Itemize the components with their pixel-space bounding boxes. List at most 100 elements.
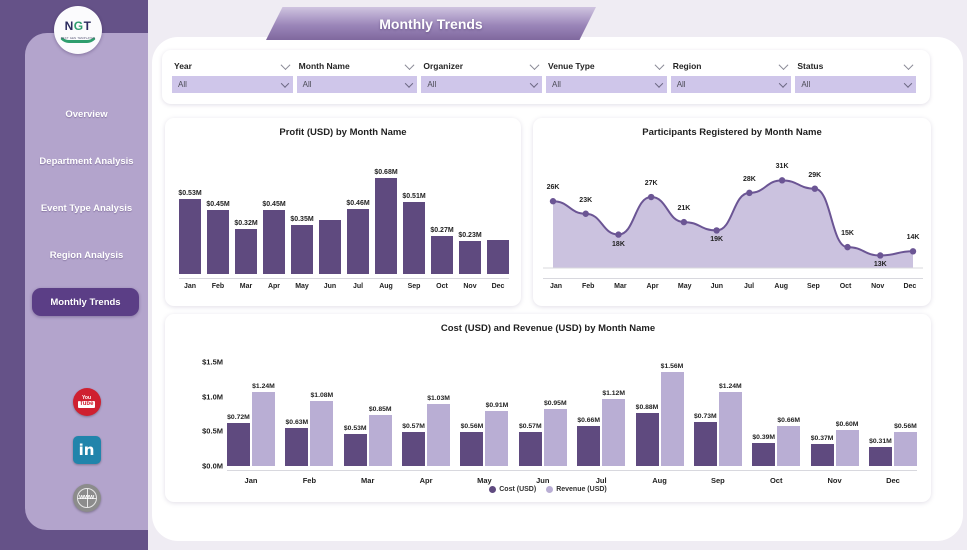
slicer-dropdown[interactable]: All: [172, 76, 293, 93]
bar-column[interactable]: $0.45M: [262, 154, 286, 274]
bar[interactable]: [227, 423, 250, 466]
bar[interactable]: [602, 399, 626, 466]
data-point[interactable]: [909, 248, 917, 255]
bar[interactable]: [810, 444, 834, 466]
bar-column[interactable]: $0.31M: [868, 348, 892, 466]
bar-column[interactable]: $0.73M: [693, 348, 717, 466]
bar-column[interactable]: $0.57M: [402, 348, 426, 466]
bar-group[interactable]: $0.37M $0.60M: [810, 348, 859, 466]
bar[interactable]: [252, 392, 275, 466]
bar-column[interactable]: $1.12M: [602, 348, 626, 466]
bar-column[interactable]: $0.39M: [752, 348, 776, 466]
slicer-year[interactable]: Year All: [172, 59, 297, 93]
bar-column[interactable]: $0.66M: [777, 348, 801, 466]
data-point[interactable]: [746, 189, 753, 197]
bar-column[interactable]: $1.24M: [252, 348, 275, 466]
bar[interactable]: [660, 372, 684, 466]
data-point[interactable]: [811, 185, 819, 192]
slicer-dropdown[interactable]: All: [795, 76, 917, 93]
bar[interactable]: [310, 401, 334, 466]
data-point[interactable]: [877, 252, 884, 259]
profit-chart-card[interactable]: Profit (USD) by Month Name $0.53M $0.45M $…: [165, 118, 521, 306]
chevron-down-icon[interactable]: [778, 59, 789, 70]
cost-revenue-chart-card[interactable]: Cost (USD) and Revenue (USD) by Month Na…: [165, 314, 931, 502]
bar[interactable]: [319, 220, 341, 274]
slicer-venue-type[interactable]: Venue Type All: [546, 59, 671, 93]
bar-column[interactable]: $0.23M: [458, 154, 482, 274]
slicer-dropdown[interactable]: All: [670, 76, 792, 93]
bar[interactable]: [893, 432, 917, 466]
bar-column[interactable]: $0.37M: [810, 348, 834, 466]
bar-column[interactable]: $0.56M: [893, 348, 917, 466]
bar-group[interactable]: $0.31M $0.56M: [868, 348, 917, 466]
bar[interactable]: [375, 178, 397, 274]
chevron-down-icon[interactable]: [280, 78, 289, 88]
bar-column[interactable]: $0.72M: [227, 348, 250, 466]
bar-column[interactable]: $0.45M: [206, 154, 230, 274]
bar[interactable]: [543, 409, 567, 466]
bar-column[interactable]: $0.53M: [343, 348, 367, 466]
slicer-dropdown[interactable]: All: [421, 76, 543, 93]
bar-column[interactable]: $0.95M: [543, 348, 567, 466]
bar[interactable]: [835, 430, 859, 466]
sidebar-item-overview[interactable]: Overview: [25, 100, 148, 128]
data-point[interactable]: [844, 243, 851, 251]
bar[interactable]: [263, 210, 285, 274]
slicer-region[interactable]: Region All: [670, 59, 796, 93]
chevron-down-icon[interactable]: [405, 78, 414, 88]
bar-column[interactable]: $1.03M: [427, 348, 451, 466]
chevron-down-icon[interactable]: [529, 59, 540, 70]
bar-group[interactable]: $0.39M $0.66M: [752, 348, 801, 466]
website-icon[interactable]: WWW: [72, 484, 101, 512]
bar-column[interactable]: $0.46M: [346, 154, 370, 274]
bar[interactable]: [459, 241, 481, 274]
bar-column[interactable]: $0.57M: [518, 348, 542, 466]
chevron-down-icon[interactable]: [404, 59, 415, 70]
bar-group[interactable]: $0.53M $0.85M: [343, 348, 392, 466]
bar[interactable]: [868, 447, 892, 466]
legend-item[interactable]: Cost (USD): [489, 486, 536, 493]
chevron-down-icon[interactable]: [654, 59, 665, 70]
bar[interactable]: [431, 236, 453, 274]
slicer-dropdown[interactable]: All: [296, 76, 418, 93]
bar-group[interactable]: $0.57M $0.95M: [518, 348, 567, 466]
bar-column[interactable]: $0.27M: [430, 154, 454, 274]
participants-chart-card[interactable]: Participants Registered by Month Name 26…: [533, 118, 931, 306]
chevron-down-icon[interactable]: [779, 78, 788, 88]
bar-column[interactable]: $0.85M: [368, 348, 392, 466]
bar-column[interactable]: $0.51M: [402, 154, 426, 274]
bar[interactable]: [235, 229, 257, 274]
bar[interactable]: [635, 413, 659, 466]
bar-column[interactable]: $0.60M: [835, 348, 859, 466]
bar[interactable]: [285, 428, 309, 466]
chevron-down-icon[interactable]: [280, 59, 291, 70]
chevron-down-icon[interactable]: [903, 78, 913, 88]
bar[interactable]: [518, 432, 542, 466]
chevron-down-icon[interactable]: [903, 59, 914, 70]
bar-column[interactable]: $0.53M: [178, 154, 202, 274]
bar-column[interactable]: $0.68M: [374, 154, 398, 274]
chevron-down-icon[interactable]: [529, 78, 539, 88]
bar[interactable]: [291, 225, 313, 274]
bar-group[interactable]: $0.88M $1.56M: [635, 348, 684, 466]
data-point[interactable]: [680, 218, 688, 226]
bar-column[interactable]: $1.56M: [660, 348, 684, 466]
data-point[interactable]: [615, 231, 622, 238]
slicer-dropdown[interactable]: All: [546, 76, 667, 93]
bar-column[interactable]: $0.63M: [285, 348, 309, 466]
bar-group[interactable]: $0.63M $1.08M: [285, 348, 334, 466]
sidebar-item-monthly-trends[interactable]: Monthly Trends: [32, 288, 139, 316]
sidebar-item-region-analysis[interactable]: Region Analysis: [25, 241, 148, 269]
data-point[interactable]: [582, 210, 589, 217]
data-point[interactable]: [549, 198, 557, 205]
bar-group[interactable]: $0.73M $1.24M: [693, 348, 742, 466]
bar-column[interactable]: $1.24M: [718, 348, 742, 466]
linkedin-icon[interactable]: in: [72, 436, 101, 464]
data-point[interactable]: [647, 193, 655, 201]
slicer-organizer[interactable]: Organizer All: [421, 59, 546, 93]
bar[interactable]: [487, 240, 509, 274]
bar[interactable]: [347, 209, 369, 274]
bar-column[interactable]: $1.08M: [310, 348, 334, 466]
bar[interactable]: [403, 202, 425, 274]
bar-column[interactable]: $0.56M: [460, 348, 484, 466]
